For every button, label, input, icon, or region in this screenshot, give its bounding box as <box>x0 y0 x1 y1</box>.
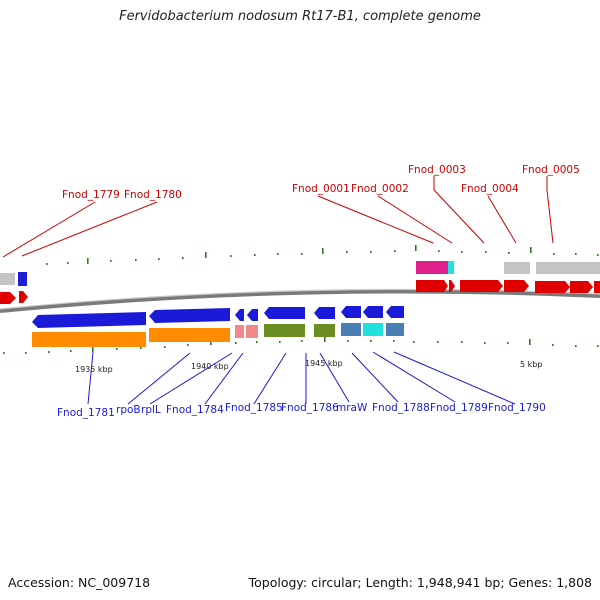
leader-line <box>204 352 244 405</box>
leader-line <box>546 176 554 244</box>
leader-line <box>127 352 191 405</box>
gene-label-rpll: rplL <box>141 404 161 416</box>
reverse-label-leaders <box>87 351 516 405</box>
gene-label-fnod-1779: Fnod_1779 <box>62 189 120 201</box>
leader-line <box>487 195 517 244</box>
reverse-gene-arrows <box>32 306 404 328</box>
gene-label-fnod-1789: Fnod_1789 <box>430 402 488 414</box>
reverse-gene-arrow <box>264 307 305 319</box>
leader-line <box>253 352 287 405</box>
gene-bar <box>235 325 244 338</box>
forward-gene-track-color <box>18 261 454 286</box>
forward-gene-track-gray <box>0 262 600 285</box>
topology-text: Topology: circular; Length: 1,948,941 bp… <box>248 575 592 590</box>
gene-label-fnod-0004: Fnod_0004 <box>461 183 519 195</box>
scale-label-1935: 1935 kbp <box>75 365 113 374</box>
reverse-gene-arrow <box>386 306 404 318</box>
leader-line <box>319 352 350 403</box>
reverse-gene-arrow <box>235 309 244 321</box>
gene-bar <box>0 273 15 285</box>
gene-bar <box>341 323 361 336</box>
gene-label-fnod-1790: Fnod_1790 <box>488 402 546 414</box>
forward-gene-arrow <box>504 280 529 292</box>
gene-label-fnod-0003: Fnod_0003 <box>408 164 466 176</box>
forward-gene-arrow <box>449 280 455 292</box>
forward-gene-arrow <box>0 292 16 304</box>
lower-tick-track <box>3 336 599 354</box>
gene-bar <box>18 272 27 286</box>
gene-bar <box>314 324 335 337</box>
reverse-gene-arrow <box>341 306 361 318</box>
forward-gene-arrow <box>535 281 570 293</box>
gene-label-rpob: rpoB <box>116 404 141 416</box>
reverse-gene-track-color <box>32 323 404 347</box>
scale-label-1945: 1945 kbp <box>305 359 343 368</box>
leader-line <box>2 201 96 258</box>
gene-bar <box>32 332 146 347</box>
gene-bar <box>536 262 600 274</box>
reverse-gene-arrow <box>32 312 146 328</box>
leader-line <box>21 201 158 257</box>
gene-label-fnod-0001: Fnod_0001 <box>292 183 350 195</box>
leader-line <box>377 195 453 244</box>
gene-label-fnod-1785: Fnod_1785 <box>225 402 283 414</box>
forward-gene-arrow <box>19 291 28 303</box>
leader-line <box>149 352 233 405</box>
forward-gene-arrow <box>460 280 503 292</box>
gene-label-mraw: mraW <box>336 402 368 414</box>
gene-bar <box>363 323 383 336</box>
gene-bar <box>386 323 404 336</box>
reverse-gene-arrow <box>247 309 258 321</box>
scale-label-5: 5 kbp <box>520 360 542 369</box>
gene-label-fnod-1781: Fnod_1781 <box>57 407 115 419</box>
gene-bar <box>246 325 258 338</box>
genome-backbone <box>0 289 600 313</box>
forward-gene-arrow <box>594 281 600 293</box>
forward-gene-arrows <box>0 280 600 304</box>
gene-bar <box>264 324 305 337</box>
leader-line <box>393 351 516 405</box>
gene-label-fnod-1780: Fnod_1780 <box>124 189 182 201</box>
leader-line <box>87 351 94 405</box>
gene-bar <box>448 261 454 274</box>
gene-label-fnod-0002: Fnod_0002 <box>351 183 409 195</box>
genome-title: Fervidobacterium nodosum Rt17-B1, comple… <box>119 9 481 24</box>
gene-bar <box>416 261 448 274</box>
leader-line <box>433 176 485 244</box>
reverse-gene-arrow <box>363 306 383 318</box>
gene-label-fnod-1786: Fnod_1786 <box>281 402 339 414</box>
forward-gene-arrow <box>416 280 448 292</box>
accession-text: Accession: NC_009718 <box>8 575 151 590</box>
gene-label-fnod-1784: Fnod_1784 <box>166 404 224 416</box>
leader-line <box>372 351 456 403</box>
leader-line <box>317 195 434 244</box>
gene-bar <box>504 262 530 274</box>
forward-gene-arrow <box>570 281 593 293</box>
gene-label-fnod-1788: Fnod_1788 <box>372 402 430 414</box>
reverse-gene-arrow <box>149 308 230 323</box>
gene-label-fnod-0005: Fnod_0005 <box>522 164 580 176</box>
upper-tick-track <box>46 245 599 265</box>
gene-bar <box>149 328 230 342</box>
forward-label-leaders <box>2 176 554 258</box>
leader-line <box>351 352 399 403</box>
reverse-gene-arrow <box>314 307 335 319</box>
